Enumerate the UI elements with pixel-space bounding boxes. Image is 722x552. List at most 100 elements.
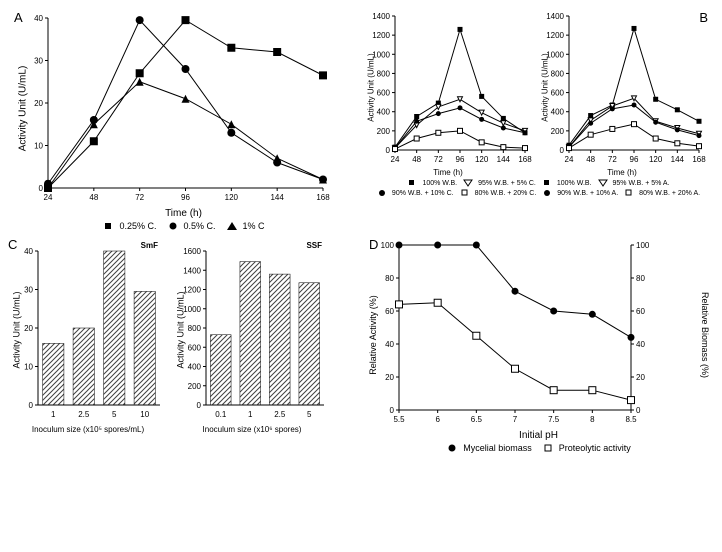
legend-item: Proteolytic activity <box>542 443 631 453</box>
svg-text:48: 48 <box>412 155 421 164</box>
legend-item: 80% W.B. + 20% C. <box>460 189 537 197</box>
svg-text:0: 0 <box>386 146 391 155</box>
svg-text:80: 80 <box>385 274 394 283</box>
svg-text:200: 200 <box>377 127 391 136</box>
panel-b-right-chart: 0200400600800100012001400244872961201441… <box>537 8 707 168</box>
legend-label: 95% W.B. + 5% A. <box>613 180 670 187</box>
svg-text:5: 5 <box>112 410 117 419</box>
legend-item: 0.25% C. <box>102 221 156 231</box>
svg-text:144: 144 <box>671 155 685 164</box>
panel-d-legend: Mycelial biomass Proteolytic activity <box>363 443 714 453</box>
svg-text:600: 600 <box>551 89 565 98</box>
svg-text:20: 20 <box>385 373 394 382</box>
legend-label: 1% C <box>243 221 265 231</box>
svg-text:5: 5 <box>307 410 312 419</box>
svg-text:60: 60 <box>636 307 645 316</box>
svg-text:200: 200 <box>188 382 202 391</box>
svg-text:0: 0 <box>39 184 44 193</box>
legend-item: 80% W.B. + 20% A. <box>624 189 700 197</box>
svg-text:200: 200 <box>551 127 565 136</box>
panel-d-xlabel: Initial pH <box>363 430 714 441</box>
svg-text:60: 60 <box>385 307 394 316</box>
svg-text:40: 40 <box>385 340 394 349</box>
panel-a-label: A <box>14 10 23 25</box>
svg-text:168: 168 <box>518 155 532 164</box>
svg-text:0: 0 <box>560 146 565 155</box>
svg-text:0: 0 <box>197 401 202 410</box>
svg-text:10: 10 <box>140 410 149 419</box>
svg-text:400: 400 <box>188 363 202 372</box>
panel-b-left-legend: 100% W.B. 95% W.B. + 5% C. 100% W.B. 95%… <box>363 179 714 187</box>
svg-text:20: 20 <box>34 99 43 108</box>
panel-a: A Activity Unit (U/mL) 01020304024487296… <box>8 8 359 231</box>
panel-a-legend: 0.25% C. 0.5% C. 1% C <box>8 221 359 231</box>
panel-c-left-xlabel: Inoculum size (x10⁵ spores/mL) <box>8 425 168 434</box>
svg-text:48: 48 <box>89 193 98 202</box>
panel-b-left-chart: 0200400600800100012001400244872961201441… <box>363 8 533 168</box>
svg-text:80: 80 <box>636 274 645 283</box>
panel-c-right-ylabel: Activity Unit (U/mL) <box>176 291 186 368</box>
svg-text:0: 0 <box>29 401 34 410</box>
panel-d: D Relative Activity (%) 0020204040606080… <box>363 235 714 453</box>
svg-text:168: 168 <box>316 193 330 202</box>
svg-text:24: 24 <box>565 155 574 164</box>
panel-a-xlabel: Time (h) <box>8 208 359 219</box>
svg-text:1200: 1200 <box>546 31 564 40</box>
svg-text:8.5: 8.5 <box>625 415 637 424</box>
svg-text:400: 400 <box>551 108 565 117</box>
legend-label: 0.5% C. <box>184 221 216 231</box>
svg-text:7: 7 <box>513 415 518 424</box>
panel-d-ylabel-left: Relative Activity (%) <box>368 295 378 375</box>
svg-text:48: 48 <box>586 155 595 164</box>
panel-c: C Activity Unit (U/mL) SmF 01020304012.5… <box>8 235 359 453</box>
svg-text:1200: 1200 <box>372 31 390 40</box>
svg-text:6.5: 6.5 <box>471 415 483 424</box>
legend-item: Mycelial biomass <box>446 443 532 453</box>
svg-text:100: 100 <box>381 241 395 250</box>
panel-c-right-chart: 020040060080010001200140016000.112.55 <box>172 235 332 425</box>
panel-b-left: Activity Unit (U/mL) 0200400600800100012… <box>363 8 533 177</box>
svg-text:72: 72 <box>434 155 443 164</box>
svg-text:96: 96 <box>456 155 465 164</box>
svg-text:1400: 1400 <box>372 12 390 21</box>
svg-text:0: 0 <box>390 406 395 415</box>
svg-text:20: 20 <box>636 373 645 382</box>
legend-label: Proteolytic activity <box>559 443 631 453</box>
legend-label: 90% W.B. + 10% C. <box>392 190 454 197</box>
panel-d-label: D <box>369 237 378 252</box>
svg-text:120: 120 <box>475 155 489 164</box>
legend-label: 80% W.B. + 20% C. <box>475 190 537 197</box>
svg-text:96: 96 <box>181 193 190 202</box>
svg-text:8: 8 <box>590 415 595 424</box>
svg-text:100: 100 <box>636 241 650 250</box>
panel-a-ylabel: Activity Unit (U/mL) <box>17 66 28 152</box>
panel-c-left-ylabel: Activity Unit (U/mL) <box>12 291 22 368</box>
svg-text:40: 40 <box>34 14 43 23</box>
panel-d-chart: 0020204040606080801001005.566.577.588.5 <box>363 235 663 430</box>
legend-label: 80% W.B. + 20% A. <box>639 190 700 197</box>
svg-text:30: 30 <box>34 57 43 66</box>
svg-text:1: 1 <box>51 410 56 419</box>
svg-text:2.5: 2.5 <box>274 410 286 419</box>
svg-text:10: 10 <box>34 142 43 151</box>
panel-b-right-legend: 90% W.B. + 10% C. 80% W.B. + 20% C. 90% … <box>363 189 714 197</box>
legend-label: Mycelial biomass <box>463 443 532 453</box>
svg-text:600: 600 <box>188 343 202 352</box>
legend-label: 90% W.B. + 10% A. <box>557 190 618 197</box>
panel-d-ylabel-right: Relative Biomass (%) <box>700 292 710 378</box>
legend-label: 100% W.B. <box>557 180 592 187</box>
legend-item: 100% W.B. <box>407 179 457 187</box>
legend-label: 100% W.B. <box>422 180 457 187</box>
svg-text:1: 1 <box>248 410 253 419</box>
svg-text:800: 800 <box>377 69 391 78</box>
legend-item: 0.5% C. <box>167 221 216 231</box>
legend-label: 95% W.B. + 5% C. <box>478 180 536 187</box>
legend-item: 90% W.B. + 10% C. <box>377 189 454 197</box>
svg-text:72: 72 <box>608 155 617 164</box>
legend-item: 100% W.B. <box>542 179 592 187</box>
figure-grid: A Activity Unit (U/mL) 01020304024487296… <box>8 8 714 453</box>
panel-b-right-xlabel: Time (h) <box>537 168 707 177</box>
svg-text:6: 6 <box>435 415 440 424</box>
svg-text:72: 72 <box>135 193 144 202</box>
svg-text:400: 400 <box>377 108 391 117</box>
